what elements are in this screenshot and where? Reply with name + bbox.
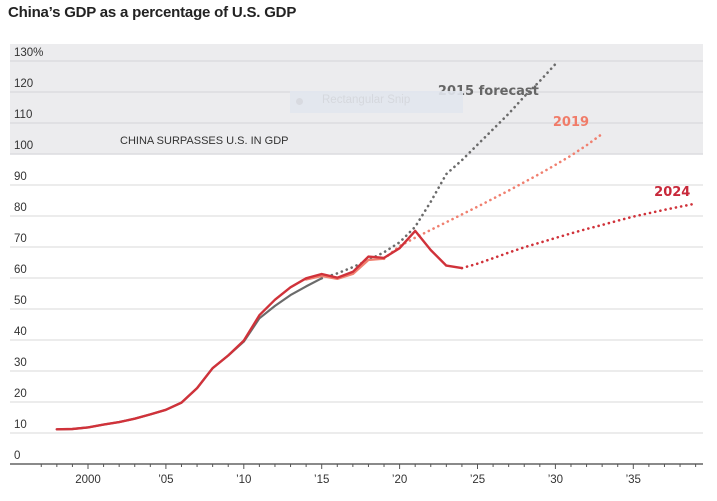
x-tick-label: 2000 — [75, 474, 101, 486]
y-tick-label: 100 — [14, 140, 33, 152]
x-tick-label: ’30 — [548, 474, 563, 486]
x-tick-label: ’10 — [236, 474, 251, 486]
snip-label: Rectangular Snip — [322, 94, 411, 106]
y-tick-label: 120 — [14, 78, 33, 90]
y-tick-label: 60 — [14, 264, 27, 276]
x-tick-label: ’05 — [158, 474, 173, 486]
series-2019-forecast-line — [382, 132, 604, 261]
x-tick-label: ’15 — [314, 474, 329, 486]
x-tick-label: ’25 — [470, 474, 485, 486]
y-tick-label: 90 — [14, 171, 27, 183]
y-tick-label: 110 — [14, 109, 32, 121]
series-label: 2015 forecast — [438, 84, 539, 99]
y-tick-label: 20 — [14, 388, 27, 400]
series-2019-actual-line — [305, 257, 386, 281]
rectangular-snip-overlay[interactable]: Rectangular Snip — [290, 91, 463, 113]
y-tick-label: 40 — [14, 326, 27, 338]
y-tick-label: 0 — [14, 450, 20, 462]
series-label: 2024 — [654, 185, 690, 200]
series-2015-forecast-actual-line — [55, 277, 323, 431]
y-tick-label: 80 — [14, 202, 27, 214]
series-2024-actual-line — [55, 229, 464, 431]
x-tick-label: ’35 — [626, 474, 641, 486]
y-tick-label: 130% — [14, 47, 43, 59]
x-tick-label: ’20 — [392, 474, 407, 486]
y-tick-label: 70 — [14, 233, 27, 245]
series-label: 2019 — [553, 115, 589, 130]
snip-icon — [296, 98, 303, 105]
band-annotation: CHINA SURPASSES U.S. IN GDP — [120, 135, 289, 147]
y-tick-label: 50 — [14, 295, 27, 307]
y-tick-label: 10 — [14, 419, 27, 431]
series-2024-forecast-line — [460, 202, 697, 270]
chart-title: China’s GDP as a percentage of U.S. GDP — [8, 4, 297, 21]
y-tick-label: 30 — [14, 357, 27, 369]
